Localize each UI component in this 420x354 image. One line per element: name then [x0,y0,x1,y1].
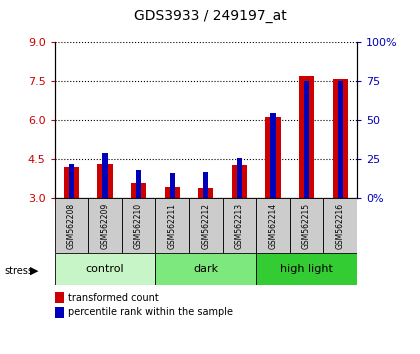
Bar [131,183,146,198]
Bar [64,167,79,198]
Bar [97,164,113,198]
Text: percentile rank within the sample: percentile rank within the sample [68,307,233,318]
Bar [122,198,155,253]
Bar [304,81,309,198]
Bar [265,117,281,198]
Text: high light: high light [280,264,333,274]
Bar [189,198,223,253]
Text: GSM562214: GSM562214 [268,202,278,249]
Bar [88,198,122,253]
Text: GSM562215: GSM562215 [302,202,311,249]
Text: stress: stress [4,266,33,276]
Text: GSM562209: GSM562209 [100,202,110,249]
Text: ▶: ▶ [30,266,39,276]
Bar [165,187,180,198]
Bar [323,198,357,253]
Text: control: control [86,264,124,274]
Bar [203,172,208,198]
Bar [55,198,88,253]
Text: GSM562210: GSM562210 [134,202,143,249]
Text: transformed count: transformed count [68,293,159,303]
Text: GSM562208: GSM562208 [67,202,76,249]
Bar [270,113,276,198]
Bar [256,253,357,285]
Text: GDS3933 / 249197_at: GDS3933 / 249197_at [134,9,286,23]
Bar [155,198,189,253]
Text: GSM562213: GSM562213 [235,202,244,249]
Bar [299,76,314,198]
Bar [102,153,108,198]
Text: GSM562211: GSM562211 [168,203,177,249]
Bar [223,198,256,253]
Bar [237,158,242,198]
Bar [55,253,155,285]
Bar [69,164,74,198]
Text: GSM562216: GSM562216 [336,202,345,249]
Bar [232,165,247,198]
Bar [333,79,348,198]
Text: GSM562212: GSM562212 [201,203,210,249]
Bar [136,170,141,198]
Text: dark: dark [193,264,218,274]
Bar [170,173,175,198]
Bar [256,198,290,253]
Bar [198,188,213,198]
Bar [338,81,343,198]
Bar [155,253,256,285]
Bar [290,198,323,253]
